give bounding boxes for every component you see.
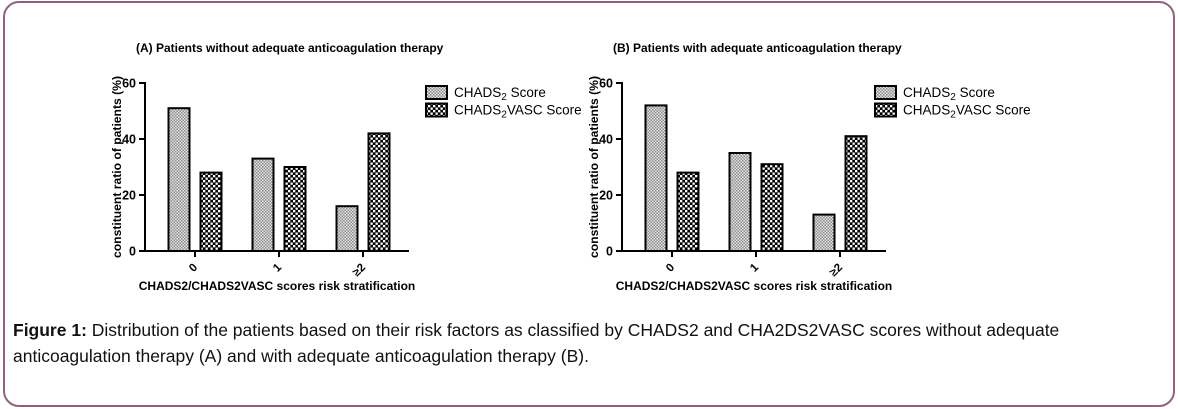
legend-label: CHADS2VASC Score	[454, 103, 582, 121]
bar-series1-cat1	[167, 107, 191, 252]
x-tick-label: 1	[748, 261, 761, 274]
y-tick-label: 40	[599, 133, 613, 147]
y-axis-label: constituent ratio of patients (%)	[112, 76, 124, 258]
bar-series2-cat3	[367, 132, 391, 252]
x-axis-label: CHADS2/CHADS2VASC scores risk stratifica…	[139, 279, 416, 293]
bar-series1-cat3	[812, 213, 836, 253]
chart-panel-a: (A) Patients without adequate anticoagul…	[88, 25, 593, 310]
bar-series1-cat2	[251, 157, 275, 253]
y-axis-label: constituent ratio of patients (%)	[589, 76, 601, 258]
x-tick-label: 0	[664, 262, 677, 275]
legend-label: CHADS2VASC Score	[903, 103, 1031, 121]
y-tick-label: 60	[122, 77, 136, 91]
bar-series2-cat1	[676, 171, 700, 253]
bar-series1-cat3	[335, 205, 359, 252]
y-tick-label: 20	[122, 189, 136, 203]
x-tick-label: ≥2	[351, 262, 368, 279]
chart-svg-b: (B) Patients with adequate anticoagulati…	[589, 41, 1031, 293]
bar-series2-cat3	[844, 135, 868, 252]
bar-series2-cat2	[283, 166, 307, 252]
bar-series2-cat1	[199, 171, 223, 253]
legend-swatch	[425, 102, 448, 118]
chart-panel-b: (B) Patients with adequate anticoagulati…	[565, 25, 1070, 310]
figure-caption-text: Distribution of the patients based on th…	[13, 320, 1060, 366]
bar-series1-cat2	[728, 152, 752, 252]
x-tick-label: 0	[187, 262, 200, 275]
legend-swatch	[874, 85, 897, 100]
y-tick-label: 40	[122, 133, 136, 147]
chart-title: (A) Patients without adequate anticoagul…	[136, 41, 444, 55]
bar-series1-cat1	[644, 104, 668, 253]
legend-label: CHADS2 Score	[903, 85, 995, 103]
figure-caption-label: Figure 1:	[13, 320, 87, 340]
figure-frame	[3, 1, 1175, 407]
legend-swatch	[874, 102, 897, 118]
chart-svg-a: (A) Patients without adequate anticoagul…	[112, 41, 582, 293]
x-axis-label: CHADS2/CHADS2VASC scores risk stratifica…	[616, 279, 893, 293]
x-tick-label: ≥2	[828, 262, 845, 279]
figure-caption: Figure 1: Distribution of the patients b…	[13, 317, 1143, 369]
y-tick-label: 0	[606, 245, 613, 259]
y-tick-label: 20	[599, 189, 613, 203]
y-tick-label: 60	[599, 77, 613, 91]
x-tick-label: 1	[271, 261, 284, 274]
legend-swatch	[425, 85, 448, 100]
chart-title: (B) Patients with adequate anticoagulati…	[613, 41, 902, 55]
y-tick-label: 0	[129, 245, 136, 259]
legend-label: CHADS2 Score	[454, 85, 546, 103]
bar-series2-cat2	[760, 163, 784, 252]
